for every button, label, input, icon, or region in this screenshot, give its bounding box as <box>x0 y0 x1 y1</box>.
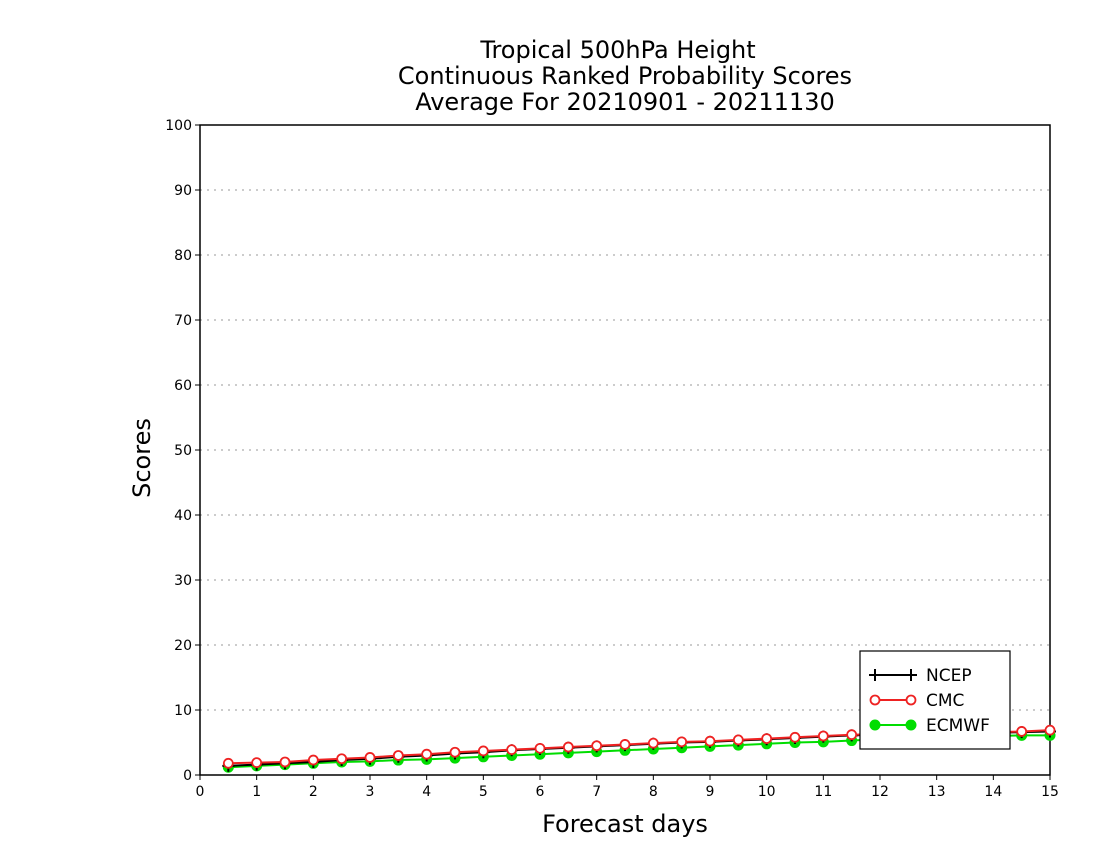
y-tick-label: 20 <box>174 638 192 654</box>
x-tick-label: 9 <box>706 784 715 800</box>
chart-title-line-2: Continuous Ranked Probability Scores <box>398 62 852 90</box>
y-tick-label: 0 <box>183 768 192 784</box>
data-point-cmc <box>222 757 234 769</box>
legend-item-ncep: NCEP <box>869 666 972 686</box>
data-point-cmc <box>449 746 461 758</box>
data-point-cmc <box>251 757 263 769</box>
x-axis-title: Forecast days <box>542 810 708 838</box>
legend-marker-ecmwf <box>905 719 917 731</box>
y-tick-label: 40 <box>174 508 192 524</box>
data-point-cmc <box>817 730 829 742</box>
grid-lines <box>200 189 1050 711</box>
data-point-cmc <box>591 740 603 752</box>
legend-item-ecmwf: ECMWF <box>869 716 990 736</box>
x-tick-label: 3 <box>366 784 375 800</box>
x-tick-label: 6 <box>536 784 545 800</box>
data-point-cmc <box>647 737 659 749</box>
data-point-cmc <box>307 754 319 766</box>
x-tick-label: 7 <box>592 784 601 800</box>
legend-marker-cmc <box>869 694 881 706</box>
y-axis-title: Scores <box>128 418 156 498</box>
data-point-cmc <box>732 734 744 746</box>
y-tick-label: 30 <box>174 573 192 589</box>
y-tick-label: 50 <box>174 443 192 459</box>
data-point-cmc <box>1044 724 1056 736</box>
y-tick-label: 70 <box>174 313 192 329</box>
series-cmc <box>222 724 1056 769</box>
data-point-cmc <box>421 748 433 760</box>
x-tick-label: 0 <box>196 784 205 800</box>
data-point-cmc <box>392 750 404 761</box>
legend-label-cmc: CMC <box>926 691 964 711</box>
legend-item-cmc: CMC <box>869 691 964 711</box>
data-point-cmc <box>789 731 801 743</box>
legend-marker-ncep <box>905 669 917 681</box>
chart-title-line-3: Average For 20210901 - 20211130 <box>415 88 835 116</box>
y-tick-label: 100 <box>165 118 192 134</box>
y-tick-label: 80 <box>174 248 192 264</box>
x-tick-label: 1 <box>252 784 261 800</box>
data-point-cmc <box>562 741 574 753</box>
legend-marker-ecmwf <box>869 719 881 731</box>
x-tick-label: 13 <box>928 784 946 800</box>
x-tick-label: 2 <box>309 784 318 800</box>
data-point-cmc <box>506 744 518 756</box>
data-point-cmc <box>761 733 773 744</box>
x-tick-label: 14 <box>984 784 1002 800</box>
data-point-cmc <box>534 742 546 754</box>
legend-marker-ncep <box>869 669 881 681</box>
x-tick-label: 8 <box>649 784 658 800</box>
chart-title-line-1: Tropical 500hPa Height <box>479 36 755 64</box>
data-point-cmc <box>364 752 376 763</box>
data-point-cmc <box>477 745 489 757</box>
data-point-cmc <box>619 739 631 750</box>
y-tick-label: 60 <box>174 378 192 394</box>
y-tick-label: 10 <box>174 703 192 719</box>
x-tick-label: 4 <box>422 784 431 800</box>
data-point-cmc <box>336 753 348 765</box>
x-tick-label: 5 <box>479 784 488 800</box>
legend-marker-cmc <box>905 694 917 706</box>
data-point-cmc <box>279 756 291 768</box>
data-point-cmc <box>846 729 858 741</box>
x-tick-label: 10 <box>758 784 776 800</box>
legend: NCEP CMC ECMWF <box>859 650 1011 750</box>
y-tick-label: 90 <box>174 183 192 199</box>
x-tick-label: 12 <box>871 784 889 800</box>
x-tick-label: 15 <box>1041 784 1059 800</box>
data-point-cmc <box>676 736 688 748</box>
legend-label-ncep: NCEP <box>926 666 972 686</box>
legend-label-ecmwf: ECMWF <box>926 716 990 736</box>
x-tick-label: 11 <box>814 784 832 800</box>
data-point-cmc <box>1016 726 1028 737</box>
data-point-cmc <box>704 735 716 747</box>
